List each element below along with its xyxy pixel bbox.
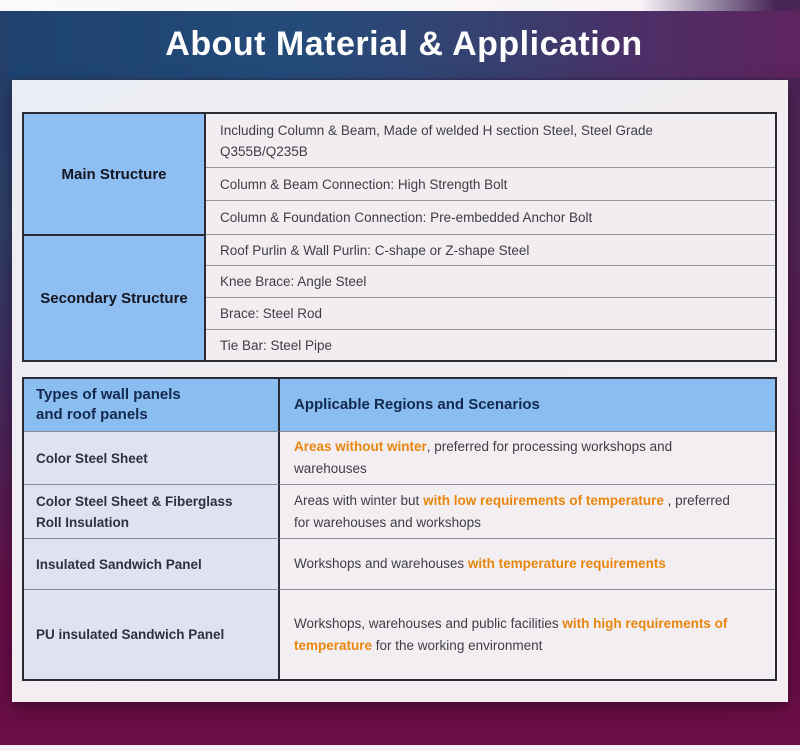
header-text-line1: Types of wall panels	[36, 386, 181, 403]
content-panel: Main Structure Secondary Structure Inclu…	[12, 80, 788, 702]
desc-pre: Workshops and warehouses	[294, 556, 468, 571]
panel-desc-cell: Workshops and warehouses with temperatur…	[280, 538, 775, 589]
panel-type-text: Color Steel Sheet & Fiberglass	[36, 493, 233, 509]
panel-desc-cell: Workshops, warehouses and public facilit…	[280, 589, 775, 679]
desc-pre: Areas with winter but	[294, 492, 424, 508]
panels-table-header-regions: Applicable Regions and Scenarios	[280, 379, 775, 431]
desc-post: , preferred for warehouses and workshops	[294, 492, 730, 530]
panel-type-cell: Color Steel Sheet	[24, 431, 280, 484]
header-text: Applicable Regions and Scenarios	[294, 396, 540, 413]
panel-type-text: Insulated Sandwich Panel	[36, 556, 202, 572]
panel-desc-text: Areas without winter, preferred for proc…	[294, 436, 735, 480]
page-title: About Material & Application	[165, 25, 643, 63]
structure-row-text: Tie Bar: Steel Pipe	[220, 337, 333, 353]
panel-type-cell: Insulated Sandwich Panel	[24, 538, 280, 589]
structure-row-cell: Tie Bar: Steel Pipe	[206, 329, 775, 360]
structure-row-text: Brace: Steel Rod	[220, 306, 323, 321]
desc-pre: Workshops, warehouses and public facilit…	[294, 615, 563, 631]
structure-row-text: Knee Brace: Angle Steel	[220, 274, 367, 289]
panel-desc-cell: Areas without winter, preferred for proc…	[280, 431, 775, 484]
header-text-line2: and roof panels	[36, 406, 148, 423]
structure-row-text: Column & Beam Connection: High Strength …	[220, 176, 508, 192]
top-edge-strip	[0, 0, 800, 11]
panel-type-text: PU insulated Sandwich Panel	[36, 627, 225, 642]
structure-row-text: Roof Purlin & Wall Purlin: C-shape or Z-…	[220, 242, 530, 258]
panels-table: Types of wall panels and roof panels App…	[22, 377, 777, 681]
desc-highlight: with high requirements of temperature	[294, 615, 728, 653]
panel-desc-text: Workshops and warehouses with temperatur…	[294, 553, 666, 575]
structure-row-cell: Roof Purlin & Wall Purlin: C-shape or Z-…	[206, 234, 775, 265]
panel-desc-text: Areas with winter but with low requireme…	[294, 490, 735, 534]
structure-table: Main Structure Secondary Structure Inclu…	[22, 112, 777, 362]
desc-post: for the working environment	[372, 637, 543, 653]
panel-type-cell: Color Steel Sheet & Fiberglass Roll Insu…	[24, 484, 280, 538]
bottom-edge-strip	[0, 745, 800, 751]
structure-row-text: Column & Foundation Connection: Pre-embe…	[220, 210, 593, 225]
desc-highlight: with temperature requirements	[467, 556, 666, 571]
structure-row-cell: Brace: Steel Rod	[206, 297, 775, 329]
panel-type-cell: PU insulated Sandwich Panel	[24, 589, 280, 679]
section-label-text: Secondary Structure	[40, 289, 188, 307]
panel-type-text: Color Steel Sheet	[36, 450, 148, 466]
panel-type-text-line2: Roll Insulation	[36, 514, 129, 530]
structure-row-cell: Including Column & Beam, Made of welded …	[206, 114, 775, 167]
desc-highlight: Areas without winter	[294, 439, 427, 454]
panel-desc-text: Workshops, warehouses and public facilit…	[294, 613, 735, 657]
title-banner: About Material & Application	[8, 11, 800, 78]
structure-row-text: Including Column & Beam, Made of welded …	[220, 122, 653, 138]
section-label-secondary-structure: Secondary Structure	[24, 234, 206, 360]
section-label-main-structure: Main Structure	[24, 114, 206, 234]
desc-post: , preferred for processing workshops and…	[294, 439, 673, 476]
structure-row-cell: Column & Beam Connection: High Strength …	[206, 167, 775, 200]
structure-row-cell: Column & Foundation Connection: Pre-embe…	[206, 200, 775, 234]
desc-highlight: with low requirements of temperature	[423, 492, 664, 508]
structure-row-text-line2: Q355B/Q235B	[220, 143, 308, 159]
section-label-text: Main Structure	[61, 165, 167, 183]
panels-table-header-types: Types of wall panels and roof panels	[24, 379, 280, 431]
panel-desc-cell: Areas with winter but with low requireme…	[280, 484, 775, 538]
structure-row-cell: Knee Brace: Angle Steel	[206, 265, 775, 297]
